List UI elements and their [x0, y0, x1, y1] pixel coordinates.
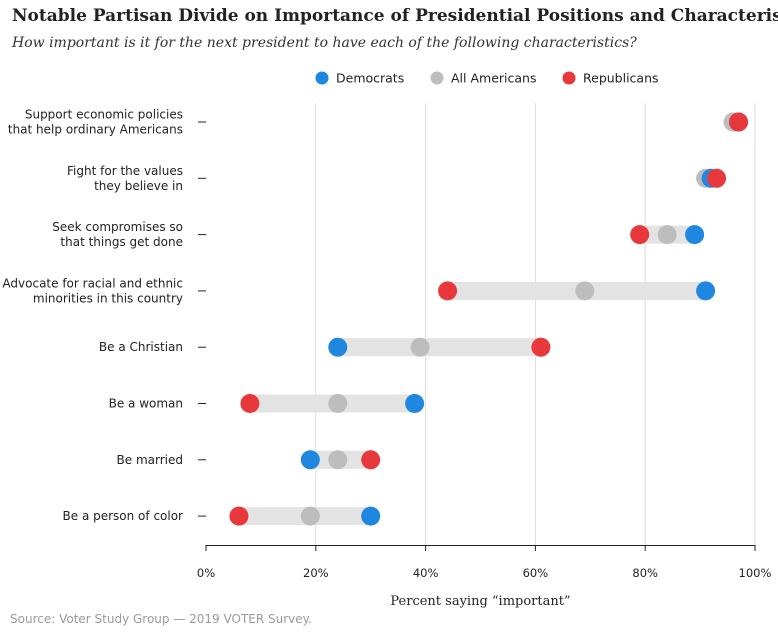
legend-label-democrats: Democrats — [336, 71, 404, 86]
data-points — [229, 112, 749, 526]
legend-label-republicans: Republicans — [583, 71, 659, 86]
row-label-line: Advocate for racial and ethnic — [2, 276, 183, 290]
row-label: Be married — [117, 453, 183, 467]
point-republicans — [438, 281, 458, 301]
row-label-line: Be a Christian — [99, 340, 183, 354]
point-republicans — [729, 112, 749, 132]
point-all-americans — [575, 281, 595, 301]
legend-marker-republicans — [562, 71, 576, 85]
x-axis-title: Percent saying “important” — [390, 594, 570, 609]
point-republicans — [630, 225, 650, 245]
point-democrats — [361, 506, 381, 526]
source-note: Source: Voter Study Group — 2019 VOTER S… — [10, 612, 312, 626]
row-label-line: Be a person of color — [63, 509, 184, 523]
point-republicans — [361, 450, 381, 470]
row-label: Advocate for racial and ethnic minorities… — [2, 276, 183, 305]
row-label-line: Be a woman — [109, 397, 183, 411]
row-label: Support economic policies that help ordin… — [8, 108, 183, 137]
x-tick-label: 60% — [523, 566, 549, 580]
row-label-line: minorities in this country — [33, 291, 183, 305]
point-republicans — [707, 168, 727, 188]
chart-title: Notable Partisan Divide on Importance of… — [12, 6, 778, 26]
legend-label-all-americans: All Americans — [451, 71, 536, 86]
point-republicans — [531, 337, 551, 357]
row-label-line: that help ordinary Americans — [8, 123, 183, 137]
row-label-line: Support economic policies — [25, 108, 183, 122]
row-label-line: Fight for the values — [67, 164, 183, 178]
row-label: Seek compromises so that things get done — [52, 220, 183, 249]
gridlines — [315, 103, 756, 545]
x-tick-label: 0% — [197, 566, 215, 580]
point-all-americans — [328, 450, 348, 470]
row-label: Be a Christian — [99, 340, 183, 354]
x-axis: 0% 20% 40% 60% 80% 100% Percent saying “import… — [197, 545, 772, 609]
row-labels: Support economic policies that help ordin… — [2, 108, 206, 523]
point-democrats — [328, 337, 348, 357]
row-label-line: they believe in — [94, 179, 183, 193]
point-democrats — [300, 450, 320, 470]
x-tick-label: 40% — [413, 566, 439, 580]
point-democrats — [696, 281, 716, 301]
point-republicans — [229, 506, 249, 526]
x-tick-label: 100% — [739, 566, 772, 580]
row-label: Fight for the values they believe in — [67, 164, 183, 193]
row-label: Be a person of color — [63, 509, 184, 523]
row-label-line: that things get done — [60, 235, 183, 249]
row-label-line: Seek compromises so — [52, 220, 183, 234]
point-republicans — [240, 394, 260, 413]
x-tick-label: 80% — [632, 566, 658, 580]
chart-legend: Democrats All Americans Republicans — [315, 71, 659, 86]
point-all-americans — [410, 337, 430, 357]
row-label: Be a woman — [109, 397, 183, 411]
point-all-americans — [328, 394, 348, 413]
legend-marker-all-americans — [430, 71, 444, 85]
point-all-americans — [300, 506, 320, 526]
point-democrats — [685, 225, 705, 245]
point-democrats — [405, 394, 425, 413]
point-all-americans — [657, 225, 677, 245]
row-label-line: Be married — [117, 453, 183, 467]
legend-marker-democrats — [315, 71, 329, 85]
x-tick-label: 20% — [303, 566, 329, 580]
range-bar — [337, 338, 541, 357]
chart-subtitle: How important is it for the next preside… — [12, 35, 637, 51]
